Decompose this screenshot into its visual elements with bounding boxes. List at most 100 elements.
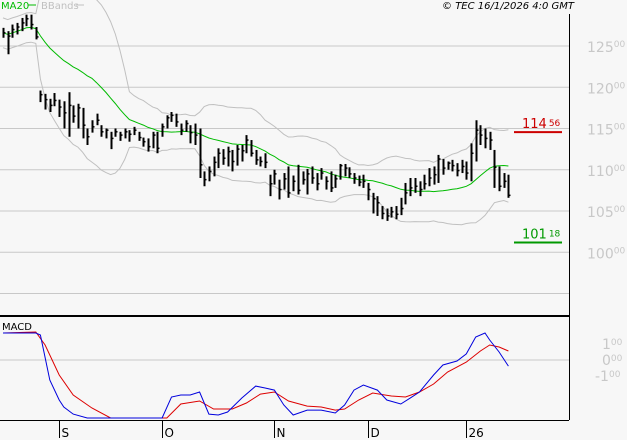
copyright-timestamp: © TEC 16/1/2026 4:0 GMT — [442, 1, 575, 12]
price-bar — [311, 166, 315, 184]
x-tick-label: D — [371, 426, 380, 440]
price-bar — [339, 163, 343, 180]
y-tick-label: 11500 — [587, 123, 625, 139]
price-bar — [245, 135, 249, 154]
price-bar — [156, 131, 160, 154]
price-bar — [68, 92, 72, 137]
price-y-axis: 12500 12000 11500 11000 10500 10000 — [587, 40, 625, 262]
price-bar — [82, 107, 86, 139]
price-bar — [278, 179, 282, 200]
price-bar — [283, 173, 287, 190]
ma20-line — [2, 26, 509, 193]
price-bar — [367, 182, 371, 201]
y-tick-label: 12500 — [587, 40, 625, 56]
price-bar — [465, 161, 469, 180]
bbands-upper — [2, 0, 509, 167]
price-bar — [503, 173, 507, 188]
y-tick-label: 11000 — [587, 164, 625, 180]
price-bar — [161, 123, 165, 137]
price-bar — [507, 174, 511, 198]
bbands-lower — [2, 41, 509, 226]
price-bar — [189, 125, 193, 144]
price-bar — [231, 149, 235, 172]
price-bar — [493, 149, 497, 188]
price-bar — [142, 137, 146, 147]
price-bar — [110, 131, 114, 150]
price-bar — [484, 128, 488, 149]
macd-tick-label: -100 — [595, 369, 621, 385]
price-bar — [269, 174, 273, 197]
price-bar — [442, 159, 446, 175]
price-bar — [400, 197, 404, 216]
price-bar — [119, 131, 123, 141]
price-bar — [175, 113, 179, 127]
price-bar — [358, 175, 362, 187]
x-tick-label: 26 — [469, 426, 484, 440]
price-bar — [16, 22, 20, 35]
price-bar — [498, 166, 502, 192]
x-tick-label: S — [62, 426, 70, 440]
price-bar — [325, 176, 329, 190]
price-bar — [255, 149, 259, 165]
price-bar — [404, 182, 408, 205]
price-bar — [124, 128, 128, 139]
price-bar — [49, 98, 53, 112]
price-bar — [133, 126, 137, 136]
y-tick-label: 10000 — [587, 246, 625, 262]
price-bar — [353, 173, 357, 184]
support-label: 101 18 — [522, 228, 561, 243]
macd-line — [3, 332, 509, 419]
price-bar — [53, 93, 57, 107]
price-bar — [100, 125, 104, 137]
price-bar — [236, 145, 240, 166]
price-bar — [273, 169, 277, 185]
price-bar — [292, 175, 296, 192]
price-bar — [7, 31, 11, 55]
price-bar — [306, 168, 310, 195]
price-bar — [451, 159, 455, 172]
price-bar — [170, 112, 174, 122]
price-bar — [250, 140, 254, 157]
price-grid — [0, 45, 569, 294]
price-bar — [376, 196, 380, 216]
price-bar — [208, 166, 212, 182]
price-bar — [320, 168, 324, 180]
price-bar — [180, 123, 184, 136]
ma20-path — [2, 26, 509, 193]
price-bar — [152, 131, 156, 149]
price-bar — [21, 17, 25, 32]
price-bar — [91, 120, 95, 133]
price-bar — [386, 208, 390, 221]
resistance-label: 114 56 — [522, 117, 561, 132]
macd-tick-label: 000 — [602, 353, 623, 369]
price-bar — [128, 130, 132, 142]
price-bar — [227, 146, 231, 167]
macd-label: MACD — [2, 322, 32, 333]
price-bar — [316, 173, 320, 191]
y-tick-label: 12000 — [587, 81, 625, 97]
price-bar — [194, 123, 198, 145]
price-bar — [72, 105, 76, 123]
price-bar — [423, 174, 427, 190]
x-axis: S O N D 26 — [59, 421, 484, 440]
price-bar — [2, 27, 6, 38]
price-bar — [334, 174, 338, 188]
price-bar — [199, 128, 203, 178]
price-bar — [114, 128, 118, 137]
price-bar — [222, 149, 226, 165]
price-bar — [217, 148, 221, 169]
price-bar — [58, 99, 62, 117]
macd-lines — [2, 331, 509, 419]
price-bar — [39, 90, 43, 103]
price-bar — [456, 163, 460, 177]
price-bar — [213, 156, 217, 177]
legend-ma20: MA20 — [1, 1, 29, 12]
price-bar — [348, 167, 352, 178]
price-bar — [390, 206, 394, 218]
price-bar — [147, 138, 151, 152]
price-bar — [362, 174, 366, 188]
price-bar — [433, 166, 437, 185]
